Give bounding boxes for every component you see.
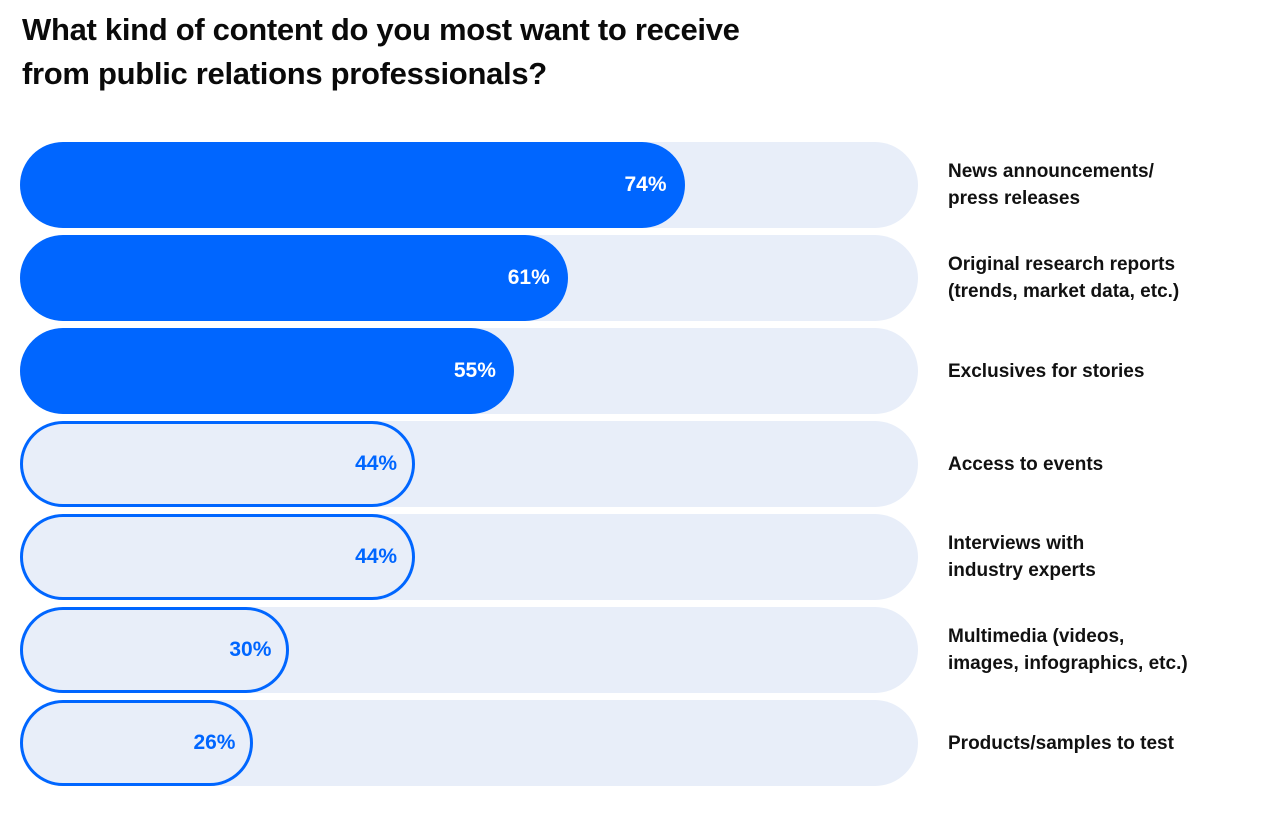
- bar: 44%: [20, 514, 416, 600]
- bar-row: 44% Interviews with industry experts: [20, 514, 1270, 600]
- bar-row: 61% Original research reports (trends, ma…: [20, 235, 1270, 321]
- data-label: 44%: [355, 545, 398, 568]
- bar-row: 44% Access to events: [20, 421, 1270, 507]
- bar: 55%: [20, 328, 514, 414]
- category-label: Multimedia (videos, images, infographics…: [948, 626, 1188, 674]
- category-label: Access to events: [948, 453, 1104, 475]
- bar-row: 74% News announcements/ press releases: [20, 142, 1270, 228]
- category-label: News announcements/ press releases: [948, 161, 1154, 209]
- data-label: 74%: [624, 173, 667, 196]
- bar-row: 26% Products/samples to test: [20, 700, 1270, 786]
- category-label: Interviews with industry experts: [948, 533, 1096, 581]
- bar: 61%: [20, 235, 568, 321]
- bar-row: 30% Multimedia (videos, images, infograph…: [20, 607, 1270, 693]
- chart-title: What kind of content do you most want to…: [22, 12, 740, 91]
- data-label: 44%: [355, 452, 398, 475]
- bar: 74%: [20, 142, 685, 228]
- category-label: Original research reports (trends, marke…: [948, 254, 1180, 302]
- category-label: Exclusives for stories: [948, 360, 1145, 382]
- data-label: 26%: [193, 731, 236, 754]
- bar: 26%: [20, 700, 254, 786]
- bar: 44%: [20, 421, 416, 507]
- data-label: 61%: [507, 266, 550, 289]
- data-label: 30%: [229, 638, 272, 661]
- category-label: Products/samples to test: [948, 732, 1174, 754]
- data-label: 55%: [453, 359, 496, 382]
- bar-row: 55% Exclusives for stories: [20, 328, 1270, 414]
- bar: 30%: [20, 607, 290, 693]
